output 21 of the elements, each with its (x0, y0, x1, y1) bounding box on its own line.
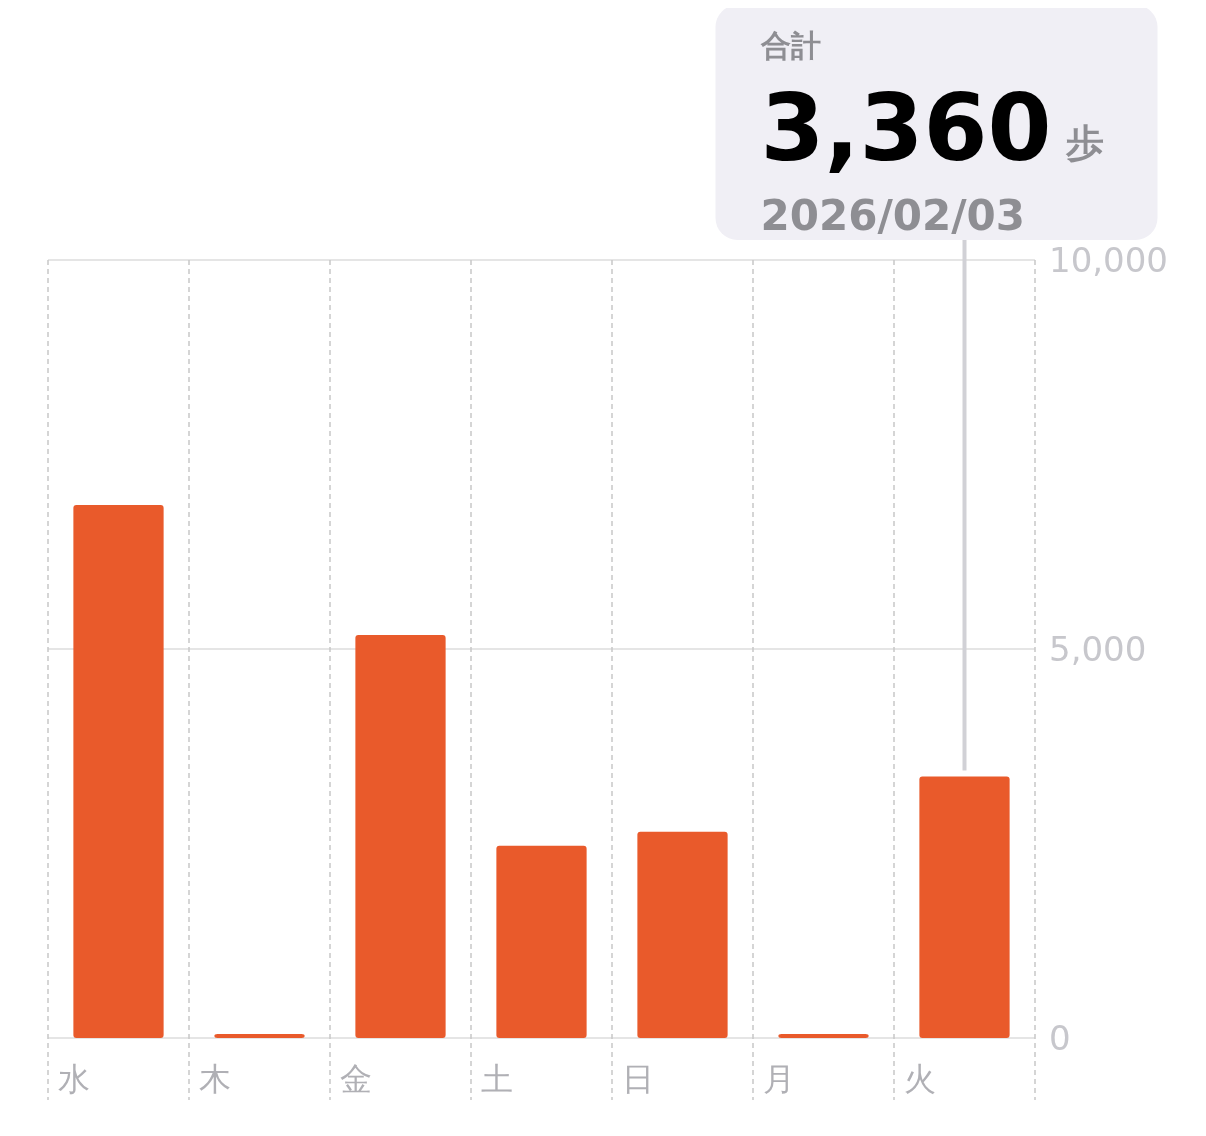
y-tick-label: 0 (1049, 1017, 1071, 1058)
y-tick-label: 10,000 (1049, 239, 1168, 280)
x-tick-label: 月 (763, 1060, 795, 1098)
bar (919, 776, 1010, 1038)
y-tick-label: 5,000 (1049, 628, 1147, 669)
text: 2026/02/03 (760, 191, 1025, 240)
x-tick-label: 土 (481, 1060, 513, 1098)
x-tick-label: 木 (199, 1060, 231, 1098)
bar (355, 635, 446, 1038)
x-tick-label: 水 (58, 1060, 90, 1098)
bar (73, 505, 164, 1038)
text: 合計 (759, 28, 821, 63)
x-tick-label: 日 (622, 1060, 654, 1098)
bar (214, 1034, 305, 1038)
x-tick-label: 金 (340, 1060, 372, 1098)
bar (496, 845, 587, 1038)
text: 歩 (1064, 121, 1104, 165)
x-tick-label: 火 (904, 1060, 936, 1098)
bar (637, 831, 728, 1038)
bar (778, 1034, 869, 1038)
text: 3,360 (760, 75, 1052, 182)
